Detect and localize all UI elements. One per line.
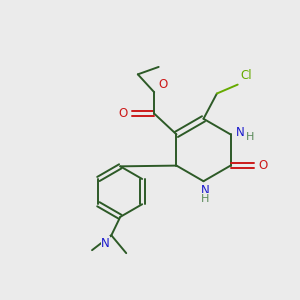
Text: N: N (101, 237, 110, 250)
Text: O: O (119, 107, 128, 120)
Text: N: N (236, 125, 244, 139)
Text: O: O (258, 159, 267, 172)
Text: N: N (201, 184, 209, 197)
Text: Cl: Cl (240, 69, 252, 82)
Text: H: H (201, 194, 209, 204)
Text: H: H (246, 132, 254, 142)
Text: O: O (158, 78, 167, 91)
